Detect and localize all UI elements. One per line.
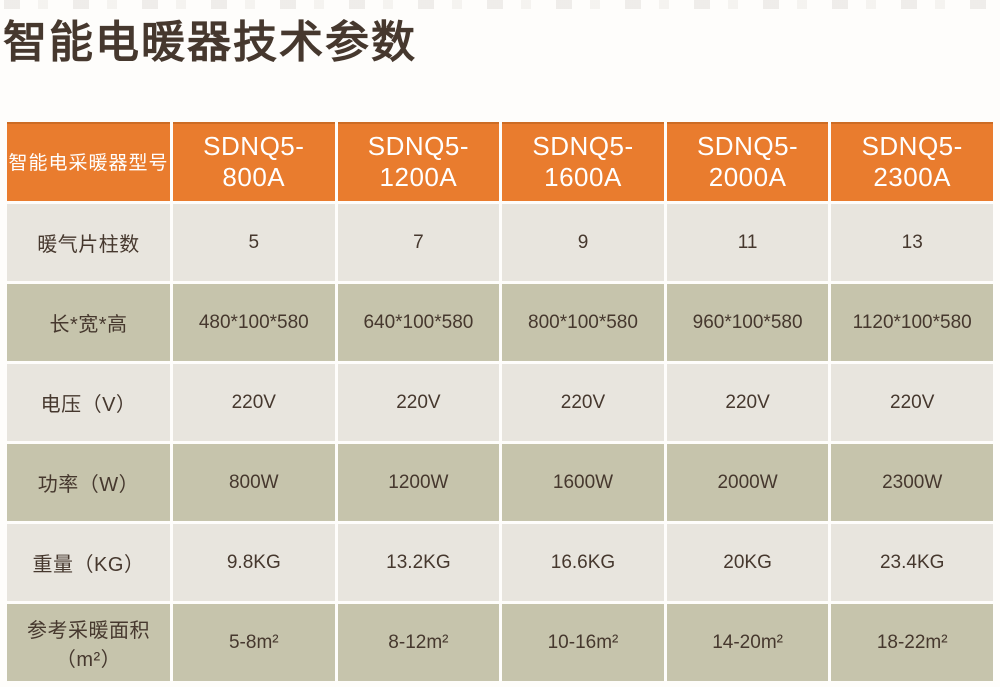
row-columns-label: 暖气片柱数 [7, 204, 170, 281]
row-power-value-1: 800W [173, 444, 335, 521]
row-dimensions-value-3: 800*100*580 [502, 284, 664, 361]
row-columns-value-3: 9 [502, 204, 664, 281]
row-dimensions-value-1: 480*100*580 [173, 284, 335, 361]
row-columns-value-5: 13 [831, 204, 993, 281]
row-weight-value-3: 16.6KG [502, 524, 664, 601]
page-title: 智能电暖器技术参数 [3, 18, 417, 67]
row-columns-value-2: 7 [337, 204, 500, 281]
row-weight-label: 重量（KG） [7, 524, 170, 601]
row-dimensions-value-4: 960*100*580 [666, 284, 829, 361]
row-area-value-2: 8-12m² [337, 604, 500, 681]
row-dimensions-label: 长*宽*高 [7, 284, 170, 361]
table-header-label: 智能电采暖器型号 [7, 122, 170, 201]
row-power-value-4: 2000W [666, 444, 829, 521]
table-header-model-1: SDNQ5-800A [173, 122, 335, 201]
row-area-value-5: 18-22m² [831, 604, 993, 681]
row-dimensions-value-2: 640*100*580 [337, 284, 500, 361]
table-header-model-4: SDNQ5-2000A [666, 122, 829, 201]
row-columns-value-4: 11 [666, 204, 829, 281]
spec-table: 智能电采暖器型号 SDNQ5-800A SDNQ5-1200A SDNQ5-16… [7, 122, 993, 681]
table-header-model-2: SDNQ5-1200A [337, 122, 500, 201]
row-voltage-value-5: 220V [831, 364, 993, 441]
row-voltage-value-2: 220V [337, 364, 500, 441]
row-area-value-3: 10-16m² [502, 604, 664, 681]
row-area-value-4: 14-20m² [666, 604, 829, 681]
row-power-value-5: 2300W [831, 444, 993, 521]
row-power-label: 功率（W） [7, 444, 170, 521]
row-voltage-value-4: 220V [666, 364, 829, 441]
table-header-model-5: SDNQ5-2300A [831, 122, 993, 201]
table-header-model-3: SDNQ5-1600A [502, 122, 664, 201]
row-voltage-label: 电压（V） [7, 364, 170, 441]
cropped-text-remnant [4, 0, 996, 9]
row-weight-value-5: 23.4KG [831, 524, 993, 601]
row-dimensions-value-5: 1120*100*580 [831, 284, 993, 361]
row-area-label: 参考采暖面积（m²） [7, 604, 170, 681]
row-weight-value-4: 20KG [666, 524, 829, 601]
row-power-value-3: 1600W [502, 444, 664, 521]
row-columns-value-1: 5 [173, 204, 335, 281]
row-weight-value-1: 9.8KG [173, 524, 335, 601]
row-power-value-2: 1200W [337, 444, 500, 521]
row-voltage-value-1: 220V [173, 364, 335, 441]
row-voltage-value-3: 220V [502, 364, 664, 441]
row-area-value-1: 5-8m² [173, 604, 335, 681]
row-weight-value-2: 13.2KG [337, 524, 500, 601]
